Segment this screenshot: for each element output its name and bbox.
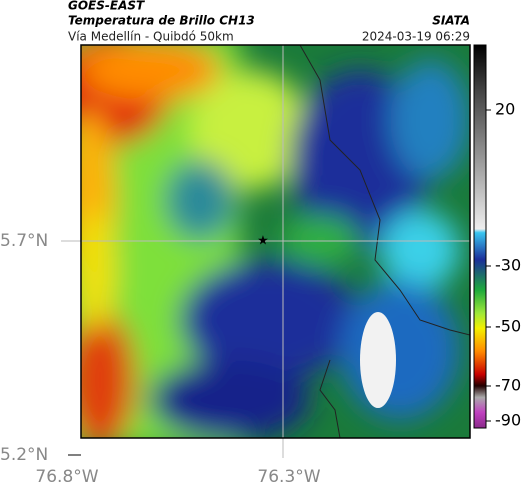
colorbar [473,44,487,429]
datetime: 2024-03-19 06:29 [362,30,470,44]
colorbar-tick-label: -70 [495,376,521,395]
title: Temperatura de Brillo CH13 [68,14,255,28]
colorbar-tick-label: -90 [495,411,521,430]
colorbar-tick-label: 20 [495,100,515,119]
lon-label: 76.3°W [257,467,320,487]
border-line [299,45,470,336]
subtitle: Vía Medellín - Quibdó 50km [68,30,234,44]
border-line [319,359,341,438]
lat-label: 5.2°N [0,445,48,465]
colorbar-tick-label: -30 [495,256,521,275]
colorbar-tick-label: -50 [495,317,521,336]
city-marker: ★ [257,234,269,249]
source: GOES-EAST [68,0,145,13]
lat-label: 5.7°N [0,231,48,251]
credit: SIATA [432,14,470,28]
lon-label: 76.8°W [35,467,98,487]
colorbar-ticks: 20 -30 -50 -70 -90 [486,100,521,430]
map-frame [80,44,471,439]
cold-cloud [360,312,396,408]
